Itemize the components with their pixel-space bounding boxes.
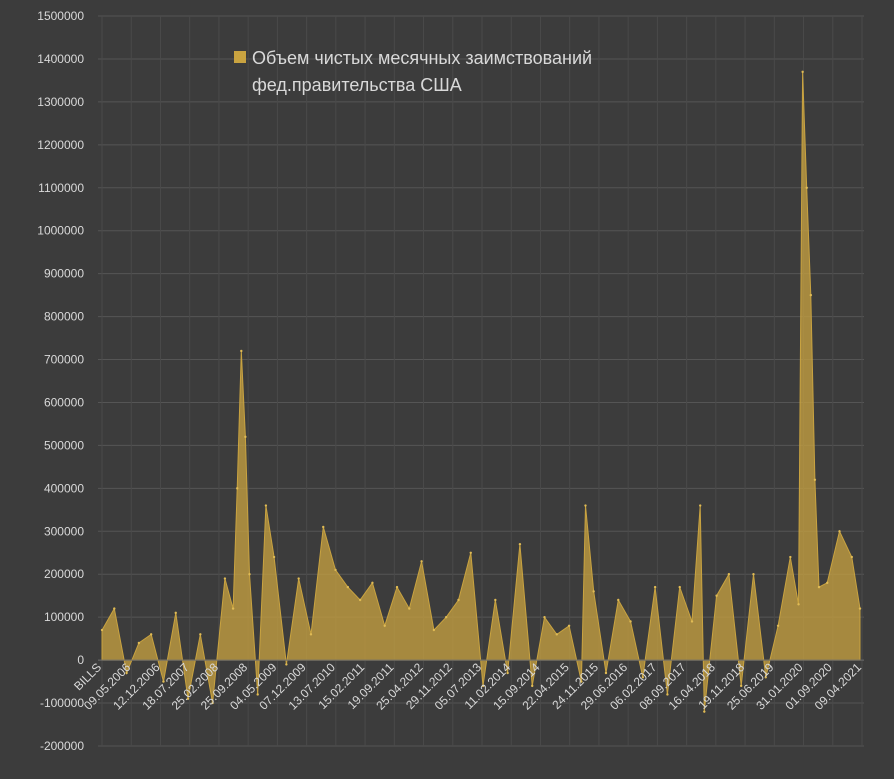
y-tick-label: 1500000 xyxy=(37,9,84,23)
data-point xyxy=(801,70,804,74)
y-tick-label: 1400000 xyxy=(37,52,84,66)
y-tick-label: 400000 xyxy=(44,481,84,495)
data-point xyxy=(858,607,862,610)
data-point xyxy=(805,186,808,189)
data-point xyxy=(789,555,792,559)
y-tick-label: 1100000 xyxy=(38,181,84,195)
data-point xyxy=(666,693,669,696)
data-point xyxy=(617,598,620,602)
series-area xyxy=(101,71,861,712)
y-tick-label: 300000 xyxy=(44,524,84,538)
y-tick-label: 500000 xyxy=(44,438,84,452)
data-point xyxy=(584,504,587,507)
data-point xyxy=(506,671,509,675)
data-point xyxy=(555,633,558,636)
y-tick-label: 900000 xyxy=(44,267,84,281)
data-point xyxy=(162,680,165,683)
y-tick-label: -200000 xyxy=(40,739,84,753)
data-point xyxy=(248,573,251,576)
data-point xyxy=(358,598,362,602)
y-tick-label: 1200000 xyxy=(37,138,84,152)
legend-swatch xyxy=(234,51,246,63)
y-tick-label: 1300000 xyxy=(37,95,84,109)
legend: Объем чистых месячных заимствований фед.… xyxy=(234,48,592,95)
data-point xyxy=(244,435,247,439)
legend-line-1: Объем чистых месячных заимствований xyxy=(252,48,592,68)
data-point xyxy=(817,585,821,589)
data-point xyxy=(518,542,522,546)
data-point xyxy=(592,590,595,593)
data-point xyxy=(797,603,800,606)
data-point xyxy=(715,594,718,597)
y-tick-label: 200000 xyxy=(44,567,84,581)
y-tick-label: 1000000 xyxy=(37,224,84,238)
data-point xyxy=(690,620,694,623)
y-tick-label: 0 xyxy=(77,653,84,667)
data-point xyxy=(776,624,780,627)
y-tick-label: -100000 xyxy=(40,696,84,710)
data-point xyxy=(174,611,177,615)
data-point xyxy=(457,598,460,602)
data-point xyxy=(113,607,116,610)
data-point xyxy=(240,349,243,353)
data-point xyxy=(186,697,190,700)
data-point xyxy=(322,525,325,529)
data-point xyxy=(432,628,436,632)
data-point xyxy=(297,577,300,580)
data-point xyxy=(567,624,571,627)
data-point xyxy=(494,598,497,602)
data-point xyxy=(580,680,583,683)
data-point xyxy=(469,551,472,554)
data-point xyxy=(444,615,448,619)
data-point xyxy=(137,641,141,645)
data-point xyxy=(809,293,813,297)
data-point xyxy=(272,555,276,559)
y-tick-label: 700000 xyxy=(44,353,84,367)
data-point xyxy=(727,573,731,576)
data-point xyxy=(543,615,546,619)
data-point xyxy=(309,633,313,636)
data-point xyxy=(604,671,608,675)
data-point xyxy=(149,633,153,636)
y-tick-label: 600000 xyxy=(44,395,84,409)
data-point xyxy=(813,478,817,481)
data-point xyxy=(211,701,214,705)
data-point xyxy=(739,684,743,688)
data-point xyxy=(383,624,386,627)
data-point xyxy=(420,560,423,563)
data-point xyxy=(223,577,227,580)
data-point xyxy=(629,620,632,623)
series-layer xyxy=(100,70,862,713)
data-point xyxy=(481,684,485,688)
data-point xyxy=(531,684,534,688)
data-point xyxy=(256,693,259,696)
data-point xyxy=(236,487,239,490)
legend-line-2: фед.правительства США xyxy=(252,75,462,95)
data-point xyxy=(395,585,399,589)
data-point xyxy=(285,663,288,666)
data-point xyxy=(408,607,411,610)
y-tick-label: 800000 xyxy=(44,310,84,324)
data-point xyxy=(752,573,755,576)
data-point xyxy=(264,504,268,507)
data-point xyxy=(334,568,337,572)
data-point xyxy=(850,555,854,559)
data-point xyxy=(699,504,702,507)
data-point xyxy=(653,585,657,589)
data-point xyxy=(678,585,681,589)
data-point xyxy=(199,633,202,636)
data-point xyxy=(826,581,829,585)
data-point xyxy=(371,581,374,585)
data-point xyxy=(100,628,104,632)
data-point xyxy=(125,671,128,675)
data-point xyxy=(703,710,706,713)
data-point xyxy=(641,676,645,679)
data-point xyxy=(838,530,841,533)
data-point xyxy=(346,585,350,589)
data-point xyxy=(764,676,767,679)
y-tick-label: 100000 xyxy=(44,610,84,624)
data-point xyxy=(231,607,235,610)
